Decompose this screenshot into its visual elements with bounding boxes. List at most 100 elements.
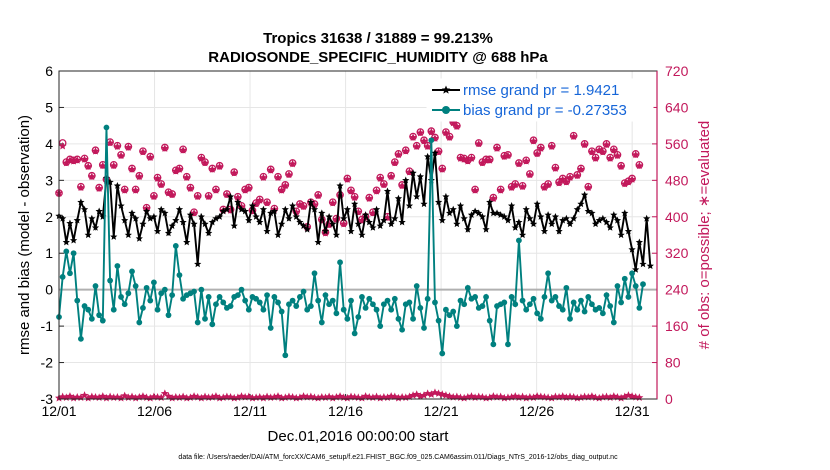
obs-evaluated-marker (441, 128, 450, 137)
bias-point (512, 301, 519, 308)
obs-evaluated-marker (529, 136, 538, 145)
rmse-point (310, 205, 319, 213)
y2-tick-label: 160 (665, 318, 689, 334)
rmse-point (186, 211, 195, 219)
obs-evaluated-marker (555, 178, 564, 187)
rmse-point (340, 214, 348, 222)
bias-point (523, 306, 530, 313)
bias-point (256, 299, 263, 306)
rmse-point (113, 182, 122, 189)
bias-point (351, 330, 358, 337)
rmse-point (613, 216, 622, 224)
obs-evaluated-marker (179, 146, 188, 154)
x-tick-label: 12/11 (233, 403, 267, 419)
rmse-point (281, 205, 289, 213)
rmse-point (369, 223, 377, 231)
bias-point (129, 268, 135, 275)
bias-point (118, 294, 124, 300)
bias-point (307, 303, 314, 309)
obs-evaluated-marker (153, 174, 162, 182)
chart-title-line2: RADIOSONDE_SPECIFIC_HUMIDITY @ 688 hPa (208, 49, 548, 66)
obs-evaluated-marker (339, 219, 348, 228)
rmse-point (278, 220, 286, 228)
rmse-point (573, 205, 581, 213)
rmse-point (270, 207, 278, 215)
rmse-point (121, 216, 129, 224)
obs-evaluated-marker (263, 198, 272, 207)
bias-point (143, 284, 150, 291)
bias-point (180, 295, 187, 302)
y2-tick-label: 640 (665, 99, 689, 115)
bias-point (205, 294, 212, 300)
bias-point (340, 306, 347, 313)
bias-point (384, 297, 391, 304)
rmse-point (453, 220, 461, 228)
bias-point (297, 294, 303, 300)
obs-evaluated-marker (423, 142, 432, 151)
bias-point (545, 270, 552, 277)
bias-point (103, 124, 110, 131)
y2-tick-label: 560 (665, 136, 689, 152)
obs-evaluated-marker (244, 184, 253, 192)
y-tick-label: -2 (41, 355, 54, 371)
bias-point (464, 284, 471, 291)
bias-point (78, 335, 84, 342)
obs-low-marker (117, 393, 126, 402)
legend: rmse grand pr = 1.9421 bias grand pr = -… (426, 78, 654, 122)
obs-evaluated-marker (503, 151, 512, 160)
obs-evaluated-marker (149, 192, 158, 201)
rmse-point (146, 214, 154, 222)
rmse-point (332, 231, 341, 239)
bias-point (548, 297, 555, 304)
y2-tick-label: 480 (665, 172, 689, 188)
obs-evaluated-marker (606, 154, 615, 162)
rmse-point (632, 265, 640, 273)
obs-evaluated-marker (598, 147, 607, 156)
rmse-point (529, 220, 538, 228)
bias-point (526, 301, 533, 308)
bias-point (421, 325, 427, 331)
obs-evaluated-marker (372, 187, 381, 195)
rmse-point (508, 202, 516, 209)
bias-point (59, 274, 66, 280)
obs-evaluated-marker (478, 158, 487, 167)
bias-point (63, 248, 70, 255)
legend-rmse-label: rmse grand pr = 1.9421 (463, 82, 619, 99)
rmse-point (380, 216, 388, 224)
obs-evaluated-marker (420, 136, 428, 145)
rmse-point (263, 227, 271, 235)
obs-evaluated-marker (91, 146, 100, 155)
bias-point (391, 295, 398, 302)
bias-point (253, 295, 260, 302)
obs-evaluated-marker (160, 144, 169, 152)
bias-point (329, 297, 336, 304)
bias-point (413, 283, 420, 289)
bias-point (326, 301, 333, 308)
bias-point (629, 270, 635, 277)
rmse-point (602, 218, 611, 226)
rmse-point (610, 211, 618, 219)
rmse-point (219, 207, 227, 215)
obs-evaluated-marker (138, 147, 147, 156)
bias-point (490, 341, 497, 348)
y-tick-label: 3 (45, 172, 53, 188)
rmse-point (595, 216, 603, 224)
obs-evaluated-marker (533, 149, 542, 158)
obs-evaluated-marker (525, 170, 534, 179)
rmse-point (234, 198, 242, 206)
rmse-point (416, 172, 424, 180)
bias-point (165, 312, 172, 319)
obs-evaluated-marker (398, 181, 407, 190)
rmse-point (135, 234, 143, 242)
obs-evaluated-marker (274, 173, 282, 181)
rmse-point (172, 216, 180, 224)
rmse-point (405, 202, 414, 209)
bias-point (359, 294, 365, 300)
obs-evaluated-marker (628, 175, 637, 183)
bias-point (198, 286, 205, 293)
rmse-point (259, 205, 268, 213)
obs-evaluated-marker (76, 183, 85, 192)
obs-evaluated-marker (387, 172, 396, 181)
bias-point (264, 292, 270, 299)
bias-point (311, 270, 318, 277)
